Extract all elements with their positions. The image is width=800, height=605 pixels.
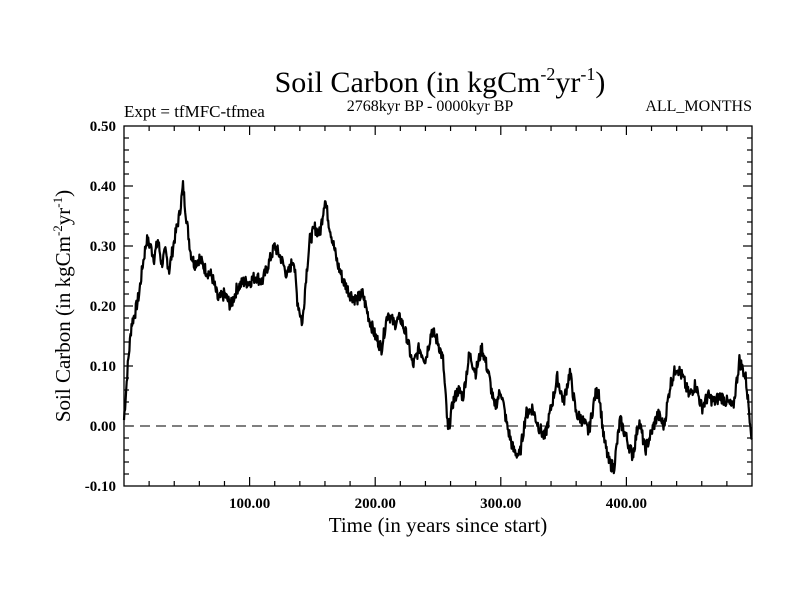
chart-left-label: Expt = tfMFC-tfmea [124,102,265,121]
x-tick-label: 200.00 [355,496,396,512]
axis-ticks [124,126,752,486]
y-tick-label: 0.20 [90,299,116,315]
y-tick-label: 0.10 [90,359,116,375]
y-axis-label: Soil Carbon (in kgCm-2yr-1) [50,190,75,422]
y-tick-label: 0.40 [90,179,116,195]
chart-title: Soil Carbon (in kgCm-2yr-1) [275,64,606,99]
y-tick-label: 0.30 [90,239,116,255]
x-tick-label: 300.00 [480,496,521,512]
y-tick-label: 0.00 [90,419,116,435]
series-line-soil-carbon [122,180,753,475]
x-tick-label: 400.00 [606,496,647,512]
y-tick-label: -0.10 [85,479,116,495]
chart-right-label: ALL_MONTHS [645,98,752,115]
x-tick-label: 100.00 [229,496,270,512]
plot-frame [123,125,753,487]
chart-subtitle: 2768kyr BP - 0000kyr BP [347,98,514,115]
x-axis-label: Time (in years since start) [329,513,548,537]
y-tick-label: 0.50 [90,119,116,135]
axis-tick-labels: 100.00 200.00 300.00 400.00 -0.10 0.00 0.10 0.2… [85,119,647,512]
